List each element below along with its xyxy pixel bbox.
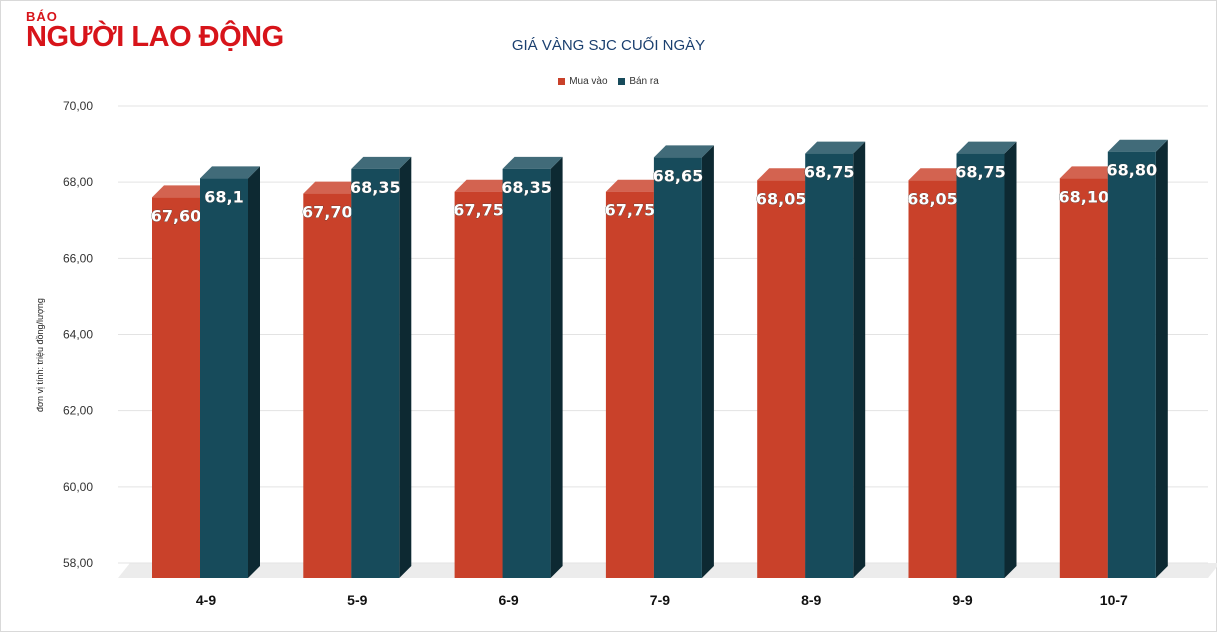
sell-value-label: 68,75 [804, 163, 855, 182]
buy-bar-top [454, 179, 515, 192]
y-tick-label: 58,00 [63, 556, 93, 570]
buy-bar [454, 191, 503, 578]
sell-bar-top [351, 156, 412, 169]
buy-bar-top [1059, 166, 1120, 179]
logo-main-text: NGƯỜI LAO ĐỘNG [26, 21, 284, 53]
sell-bar-top [956, 141, 1017, 154]
buy-bar [303, 193, 352, 578]
buy-value-label: 67,75 [605, 201, 656, 220]
x-tick-label: 10-7 [1100, 592, 1128, 608]
sell-bar-side [1155, 139, 1168, 578]
buy-bar-top [757, 168, 818, 181]
newspaper-logo: BÁO NGƯỜI LAO ĐỘNG [26, 9, 284, 53]
sell-bar-top [805, 141, 866, 154]
buy-bar [908, 180, 957, 578]
buy-value-label: 67,70 [302, 203, 353, 222]
x-tick-label: 4-9 [196, 592, 216, 608]
buy-bar-top [605, 179, 666, 192]
sell-bar [351, 168, 400, 578]
logo-top-text: BÁO [26, 9, 58, 24]
buy-bar [1059, 178, 1108, 578]
y-tick-label: 64,00 [63, 328, 93, 342]
buy-value-label: 67,75 [453, 201, 504, 220]
buy-value-label: 67,60 [151, 206, 202, 225]
sell-bar [1107, 151, 1156, 578]
buy-bar-top [303, 181, 364, 194]
sell-bar-side [248, 166, 260, 578]
y-tick-label: 62,00 [63, 404, 93, 418]
legend-swatch-buy [558, 78, 566, 85]
y-tick-label: 66,00 [63, 251, 93, 265]
buy-bar [757, 180, 806, 578]
sell-value-label: 68,35 [350, 178, 401, 197]
y-tick-label: 68,00 [63, 175, 93, 189]
legend-label-sell: Bán ra [629, 76, 659, 87]
legend-item-sell: Bán ra [618, 76, 659, 87]
buy-bar [152, 197, 200, 578]
sell-bar [502, 168, 551, 578]
sell-bar-side [399, 156, 412, 578]
y-tick-label: 70,00 [63, 99, 93, 113]
buy-value-label: 68,10 [1058, 187, 1109, 206]
sell-bar-side [701, 145, 714, 578]
sell-value-label: 68,1 [204, 187, 243, 206]
sell-bar-side [853, 141, 866, 578]
buy-value-label: 68,05 [756, 189, 807, 208]
sell-bar [805, 153, 854, 578]
buy-value-label: 68,05 [907, 189, 958, 208]
chart-legend: Mua vào Bán ra [0, 76, 1217, 88]
sell-bar-top [1107, 139, 1168, 152]
x-tick-label: 9-9 [952, 592, 972, 608]
sell-value-label: 68,75 [955, 163, 1006, 182]
sell-bar-side [550, 156, 563, 578]
buy-bar-top [908, 168, 969, 181]
chart-title: GIÁ VÀNG SJC CUỐI NGÀY [511, 37, 706, 54]
sell-value-label: 68,80 [1106, 161, 1157, 180]
x-tick-label: 5-9 [347, 592, 367, 608]
buy-bar [605, 191, 654, 578]
sell-bar [956, 153, 1005, 578]
sell-bar-side [1004, 141, 1017, 578]
legend-swatch-sell [618, 78, 626, 85]
sell-bar-top [502, 156, 563, 169]
sell-bar-top [653, 145, 714, 158]
sell-bar [200, 178, 248, 578]
x-tick-label: 8-9 [801, 592, 821, 608]
y-tick-label: 60,00 [63, 480, 93, 494]
x-tick-label: 6-9 [498, 592, 518, 608]
legend-item-buy: Mua vào [558, 76, 608, 87]
sell-value-label: 68,35 [501, 178, 552, 197]
buy-bar-top [152, 185, 212, 198]
sell-bar-top [200, 166, 260, 179]
legend-label-buy: Mua vào [569, 76, 608, 87]
x-tick-label: 7-9 [650, 592, 670, 608]
sell-bar [653, 157, 702, 578]
sell-value-label: 68,65 [653, 166, 704, 185]
